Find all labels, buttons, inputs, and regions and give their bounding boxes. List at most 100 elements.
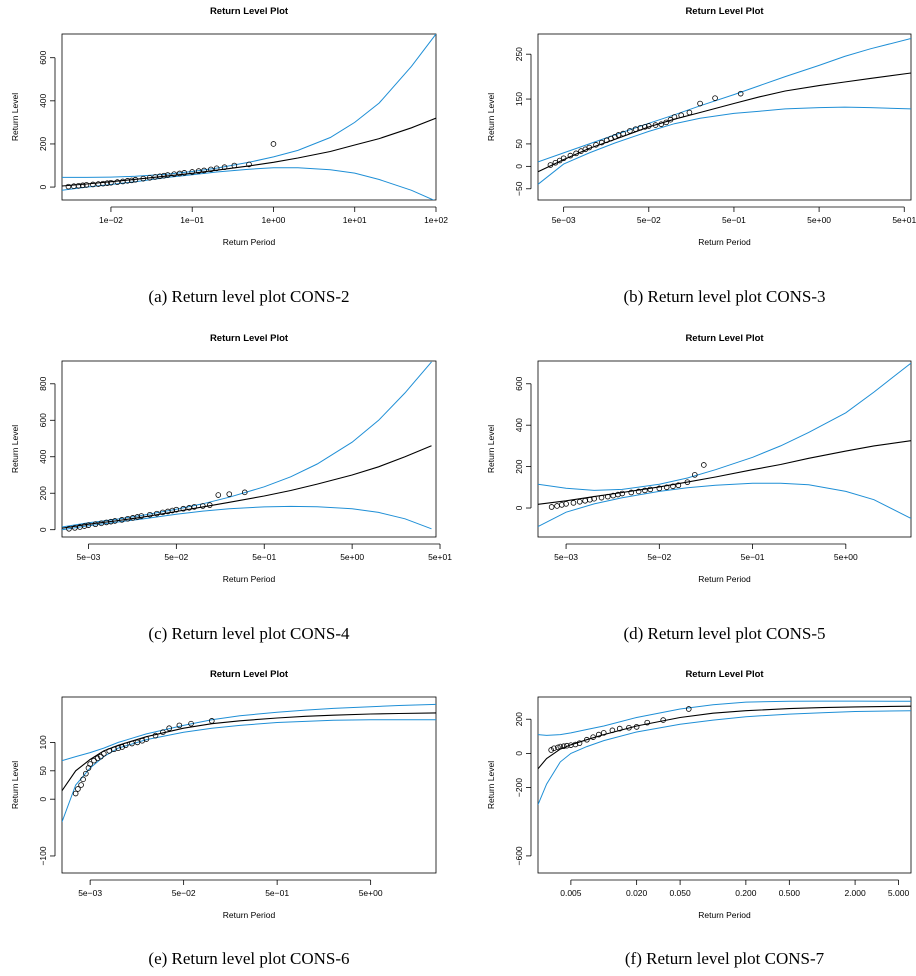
fitted-return-level-line <box>538 72 911 173</box>
plot-frame <box>61 360 437 538</box>
data-point <box>226 491 233 497</box>
data-point <box>560 155 567 162</box>
x-axis: 5e−03 5e−02 5e−01 5e+00 5e+01 Return Period <box>552 206 916 247</box>
data-point <box>573 150 579 157</box>
data-point <box>663 484 670 491</box>
y-tick-label: 600 <box>38 50 48 64</box>
data-point <box>66 525 72 532</box>
observed-points <box>547 90 744 168</box>
x-tick-label: 0.200 <box>735 888 757 898</box>
data-point <box>206 502 213 508</box>
y-axis: 0 200 400 600 Return Level <box>486 376 532 510</box>
data-point <box>152 732 159 739</box>
data-point <box>108 179 114 186</box>
data-point <box>598 494 605 501</box>
data-point <box>241 489 248 496</box>
data-point <box>134 514 141 520</box>
observed-points <box>72 718 215 797</box>
x-axis: 0.005 0.020 0.050 0.200 0.500 2.000 5.000 Retur… <box>560 879 909 920</box>
data-point <box>658 121 665 127</box>
data-point <box>140 175 147 182</box>
y-tick-label: 0 <box>514 164 524 169</box>
data-point <box>124 515 131 522</box>
data-point <box>160 729 166 735</box>
data-point <box>675 482 682 489</box>
data-point <box>119 744 125 750</box>
data-point <box>567 152 574 159</box>
data-point <box>652 122 659 128</box>
data-point <box>75 182 82 189</box>
panel-a: Return Level Plot 1e−02 1e−01 1e+00 1e+01 1e+… <box>10 6 448 306</box>
plot-area <box>538 362 911 528</box>
panel-caption: (a) Return level plot CONS-2 <box>148 287 349 306</box>
data-point <box>231 162 238 169</box>
data-point <box>667 116 674 123</box>
y-tick-label: 600 <box>38 413 48 427</box>
x-tick-label: 1e−01 <box>180 215 204 225</box>
data-point <box>180 505 187 512</box>
chart-title: Return Level Plot <box>210 333 289 344</box>
data-point <box>171 171 177 177</box>
data-point <box>215 492 222 498</box>
plot-area <box>62 34 436 200</box>
data-point <box>115 745 122 751</box>
data-point <box>632 126 639 132</box>
panel-c: Return Level Plot 5e−03 5e−02 5e−01 5e+00 5e+… <box>10 333 452 643</box>
data-point <box>712 95 718 101</box>
y-tick-label: −600 <box>514 846 524 865</box>
y-tick-label: 600 <box>514 376 524 390</box>
data-point <box>554 503 560 509</box>
lower-confidence-line <box>538 482 911 528</box>
data-point <box>600 730 607 736</box>
y-axis: −100 0 50 100 Return Level <box>10 735 56 866</box>
y-tick-label: 250 <box>514 47 524 61</box>
upper-confidence-line <box>538 700 911 736</box>
data-point <box>684 479 691 485</box>
panel-caption: (d) Return level plot CONS-5 <box>623 624 825 643</box>
data-point <box>551 745 557 752</box>
x-axis-label: Return Period <box>223 910 276 920</box>
data-point <box>670 483 676 490</box>
y-tick-label: 800 <box>38 376 48 390</box>
data-point <box>647 486 654 493</box>
data-point <box>104 180 111 186</box>
data-point <box>663 119 669 126</box>
x-tick-label: 5e−02 <box>172 888 196 898</box>
data-point <box>173 506 180 513</box>
lower-confidence-line <box>62 719 436 823</box>
data-point <box>270 141 277 147</box>
x-tick-label: 5e−01 <box>722 215 746 225</box>
y-tick-label: 200 <box>38 486 48 500</box>
x-axis-label: Return Period <box>698 574 751 584</box>
x-tick-label: 5e+00 <box>359 888 383 898</box>
y-tick-label: 400 <box>514 418 524 432</box>
data-point <box>213 165 220 172</box>
y-tick-label: −200 <box>514 778 524 797</box>
x-axis-label: Return Period <box>698 910 751 920</box>
data-point <box>221 164 228 171</box>
y-tick-label: 50 <box>514 139 524 149</box>
y-tick-label: −50 <box>514 181 524 196</box>
data-point <box>188 720 194 727</box>
data-point <box>619 490 626 497</box>
chart-title: Return Level Plot <box>685 333 764 344</box>
x-tick-label: 5e−02 <box>637 215 661 225</box>
x-tick-label: 5e−02 <box>647 552 671 562</box>
data-point <box>94 755 101 762</box>
data-point <box>557 743 564 750</box>
x-tick-label: 1e−02 <box>99 215 123 225</box>
fitted-return-level-line <box>62 445 432 529</box>
y-axis: −600 −200 0 200 Return Level <box>486 712 532 865</box>
data-point <box>83 770 89 777</box>
panel-caption: (b) Return level plot CONS-3 <box>623 287 825 306</box>
data-point <box>564 742 570 749</box>
y-axis: 0 200 400 600 800 Return Level <box>10 376 56 532</box>
data-point <box>604 493 611 500</box>
x-tick-label: 5e+00 <box>340 552 364 562</box>
data-point <box>563 501 569 507</box>
lower-confidence-line <box>538 106 911 185</box>
observed-points <box>66 489 248 532</box>
x-tick-label: 5e−01 <box>265 888 289 898</box>
data-point <box>195 168 202 174</box>
